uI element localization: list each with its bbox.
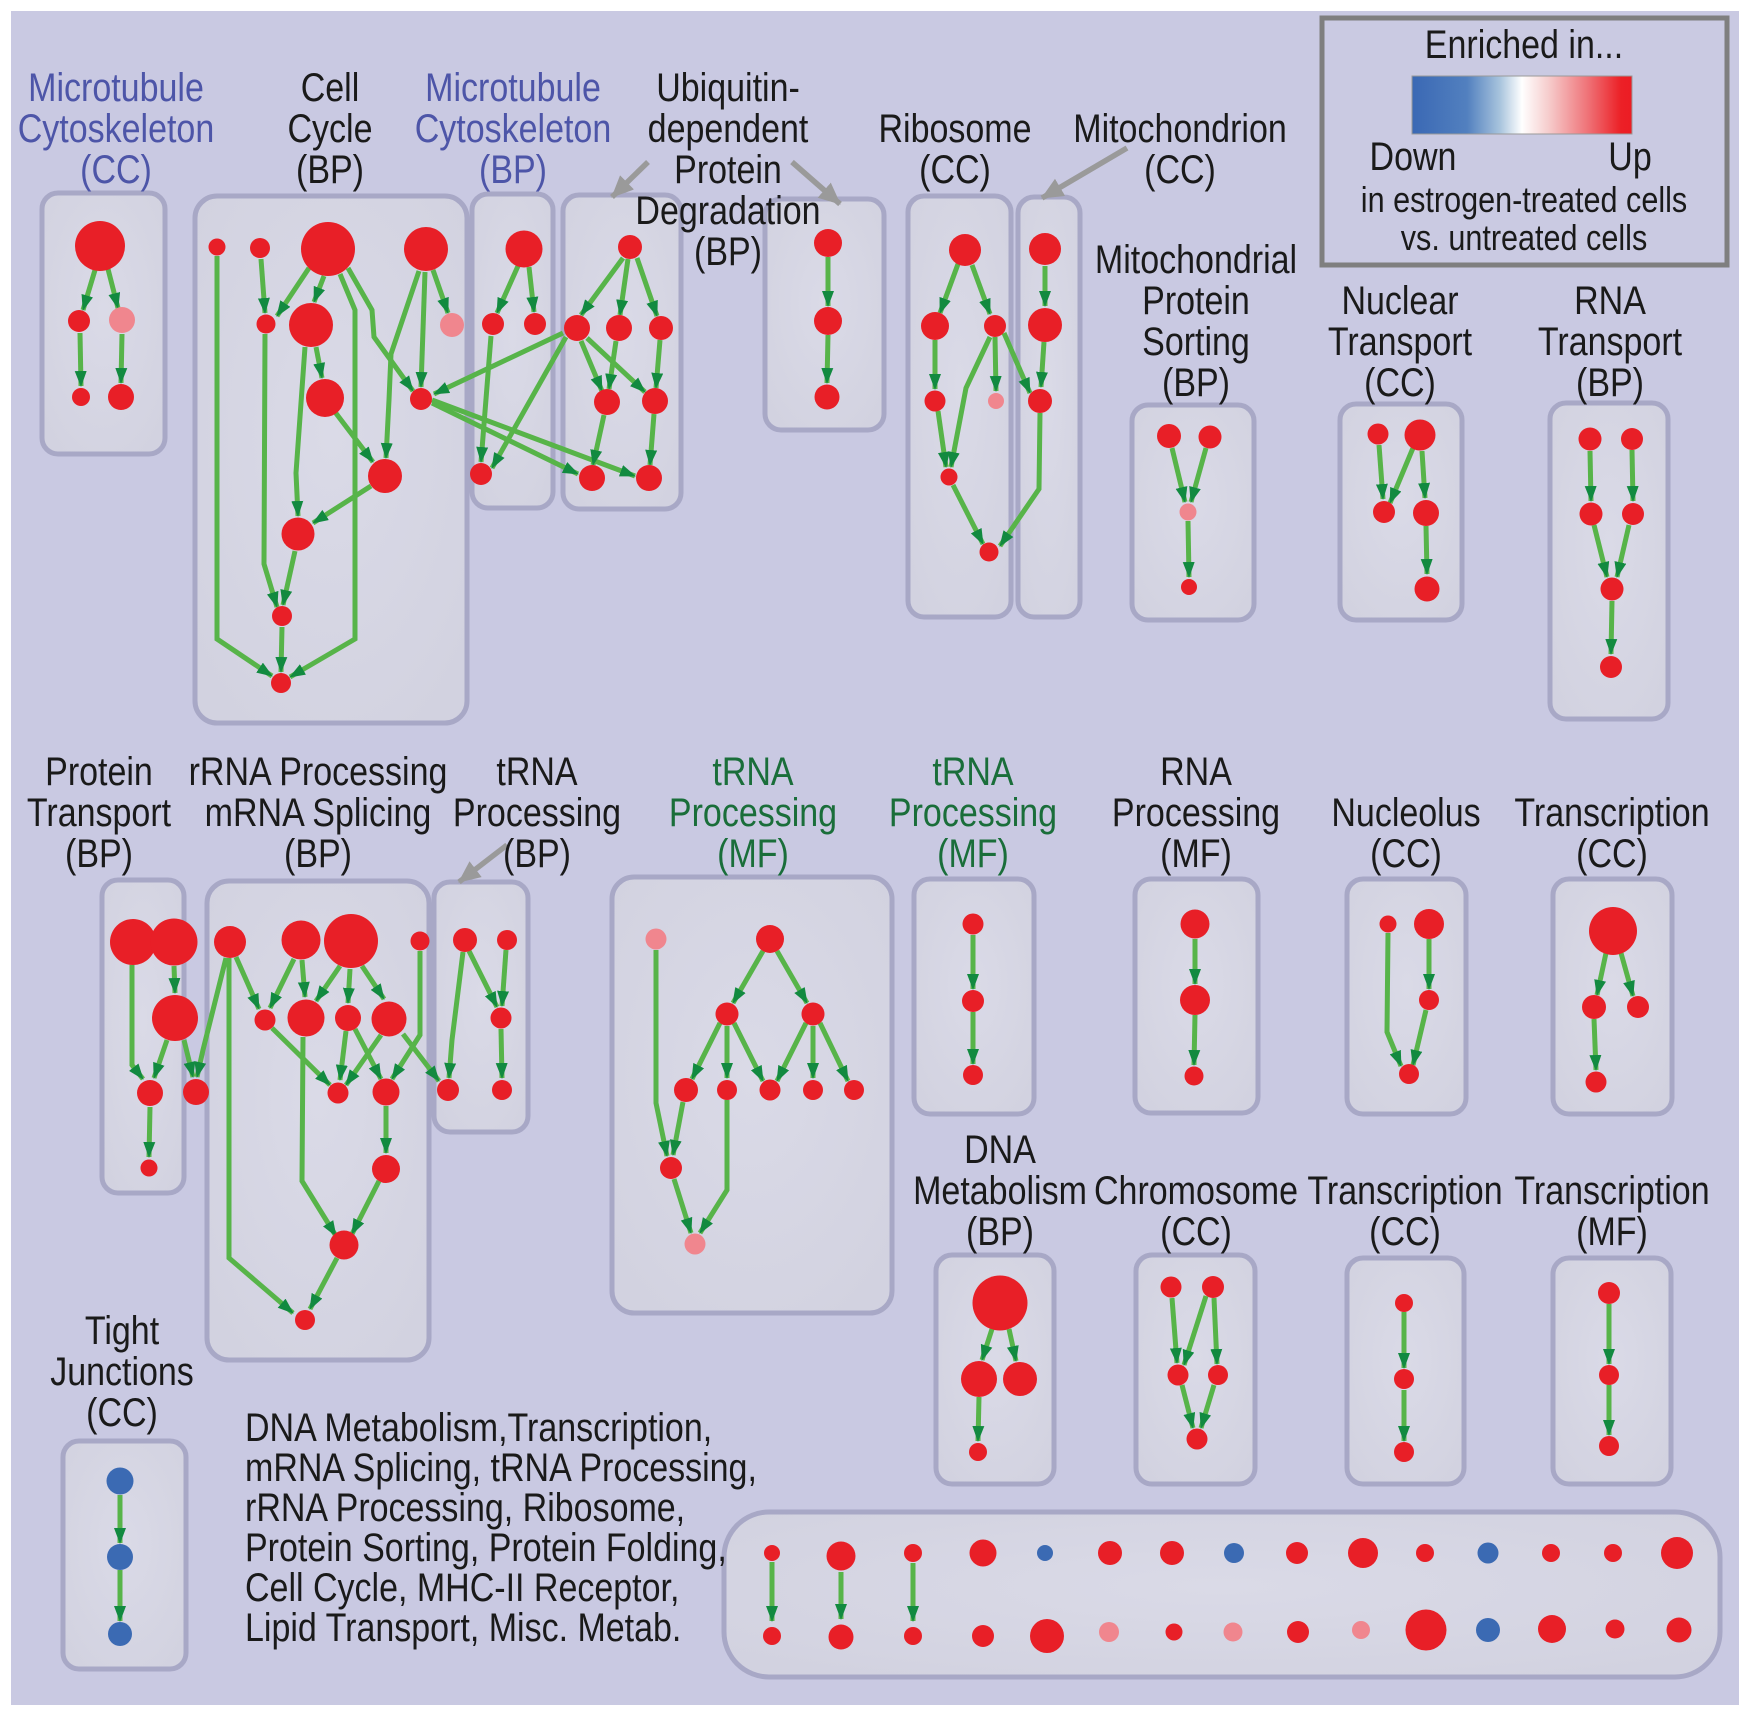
svg-text:Processing: Processing xyxy=(1112,789,1280,834)
svg-text:Protein: Protein xyxy=(1142,277,1250,322)
svg-text:tRNA: tRNA xyxy=(496,748,577,793)
svg-text:Microtubule: Microtubule xyxy=(425,64,601,109)
svg-text:(MF): (MF) xyxy=(1160,830,1232,875)
svg-text:(MF): (MF) xyxy=(717,830,789,875)
svg-text:(BP): (BP) xyxy=(65,830,133,875)
svg-text:Cytoskeleton: Cytoskeleton xyxy=(415,105,611,150)
svg-text:dependent: dependent xyxy=(648,105,809,150)
svg-text:Enriched in...: Enriched in... xyxy=(1425,21,1623,66)
svg-text:Processing: Processing xyxy=(889,789,1057,834)
svg-text:(CC): (CC) xyxy=(80,146,152,191)
svg-text:(BP): (BP) xyxy=(296,146,364,191)
svg-text:(MF): (MF) xyxy=(1576,1208,1648,1253)
svg-text:Transport: Transport xyxy=(1538,318,1683,363)
svg-text:Transcription: Transcription xyxy=(1514,789,1709,834)
svg-text:mRNA Splicing, tRNA Processing: mRNA Splicing, tRNA Processing, xyxy=(245,1444,757,1489)
svg-text:in estrogen-treated cells: in estrogen-treated cells xyxy=(1361,181,1687,221)
svg-text:(CC): (CC) xyxy=(1369,1208,1441,1253)
svg-text:DNA: DNA xyxy=(964,1126,1036,1171)
svg-text:Microtubule: Microtubule xyxy=(28,64,204,109)
svg-text:rRNA Processing: rRNA Processing xyxy=(189,748,448,793)
svg-text:tRNA: tRNA xyxy=(712,748,793,793)
svg-text:(CC): (CC) xyxy=(1160,1208,1232,1253)
svg-text:vs. untreated cells: vs. untreated cells xyxy=(1401,219,1647,259)
svg-text:Mitochondrial: Mitochondrial xyxy=(1095,236,1297,281)
svg-text:(CC): (CC) xyxy=(1364,359,1436,404)
svg-text:Processing: Processing xyxy=(669,789,837,834)
svg-text:RNA: RNA xyxy=(1160,748,1232,793)
svg-text:Ribosome: Ribosome xyxy=(878,105,1031,150)
svg-text:(BP): (BP) xyxy=(1162,359,1230,404)
svg-text:rRNA Processing, Ribosome,: rRNA Processing, Ribosome, xyxy=(245,1484,685,1529)
svg-text:(CC): (CC) xyxy=(1144,146,1216,191)
svg-text:(MF): (MF) xyxy=(937,830,1009,875)
svg-text:Transcription: Transcription xyxy=(1514,1167,1709,1212)
svg-text:(CC): (CC) xyxy=(919,146,991,191)
svg-text:Cell: Cell xyxy=(301,64,360,109)
svg-text:(CC): (CC) xyxy=(86,1389,158,1434)
svg-text:(CC): (CC) xyxy=(1370,830,1442,875)
svg-text:Cycle: Cycle xyxy=(288,105,373,150)
svg-text:Metabolism: Metabolism xyxy=(913,1167,1087,1212)
svg-text:(BP): (BP) xyxy=(1576,359,1644,404)
svg-text:Transport: Transport xyxy=(1328,318,1473,363)
svg-text:(BP): (BP) xyxy=(966,1208,1034,1253)
svg-text:Chromosome: Chromosome xyxy=(1094,1167,1298,1212)
svg-text:tRNA: tRNA xyxy=(932,748,1013,793)
svg-text:Mitochondrion: Mitochondrion xyxy=(1073,105,1286,150)
svg-text:Protein Sorting, Protein Foldi: Protein Sorting, Protein Folding, xyxy=(245,1524,727,1569)
svg-text:Up: Up xyxy=(1608,133,1651,178)
svg-text:Cytoskeleton: Cytoskeleton xyxy=(18,105,214,150)
svg-text:Nucleolus: Nucleolus xyxy=(1331,789,1480,834)
svg-text:Processing: Processing xyxy=(453,789,621,834)
svg-text:Transcription: Transcription xyxy=(1307,1167,1502,1212)
svg-text:RNA: RNA xyxy=(1574,277,1646,322)
svg-text:Tight: Tight xyxy=(85,1307,160,1352)
svg-text:Lipid Transport, Misc. Metab.: Lipid Transport, Misc. Metab. xyxy=(245,1604,681,1649)
svg-text:Nuclear: Nuclear xyxy=(1341,277,1458,322)
svg-text:mRNA Splicing: mRNA Splicing xyxy=(205,789,432,834)
svg-text:(BP): (BP) xyxy=(284,830,352,875)
svg-text:(BP): (BP) xyxy=(479,146,547,191)
svg-text:Junctions: Junctions xyxy=(50,1348,194,1393)
svg-text:Down: Down xyxy=(1370,133,1457,178)
svg-text:Ubiquitin-: Ubiquitin- xyxy=(656,64,800,109)
svg-text:Transport: Transport xyxy=(27,789,172,834)
svg-text:(BP): (BP) xyxy=(503,830,571,875)
svg-text:Protein: Protein xyxy=(674,146,782,191)
svg-text:Cell Cycle, MHC-II Receptor,: Cell Cycle, MHC-II Receptor, xyxy=(245,1564,679,1609)
svg-text:Protein: Protein xyxy=(45,748,153,793)
svg-text:(CC): (CC) xyxy=(1576,830,1648,875)
svg-text:Degradation: Degradation xyxy=(635,187,820,232)
svg-text:DNA Metabolism,Transcription,: DNA Metabolism,Transcription, xyxy=(245,1404,712,1449)
svg-text:(BP): (BP) xyxy=(694,228,762,273)
svg-text:Sorting: Sorting xyxy=(1142,318,1250,363)
